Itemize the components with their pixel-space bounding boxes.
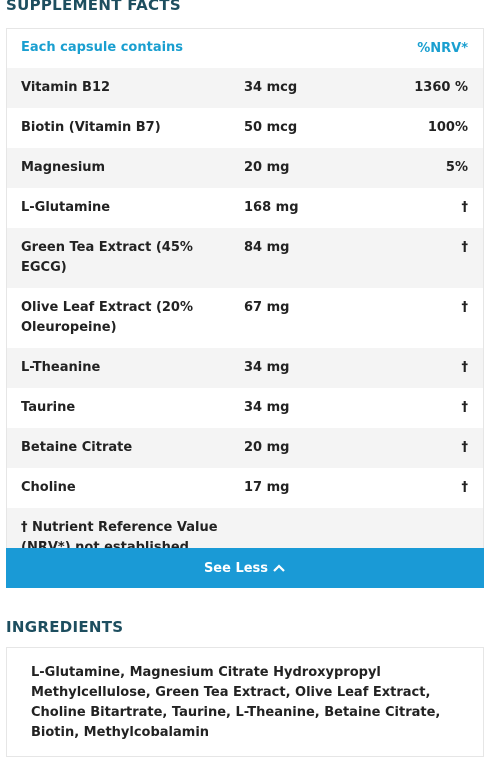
table-row: Olive Leaf Extract (20% Oleuropeine) 67 m… — [7, 288, 483, 348]
amount-cell: 20 mg — [244, 160, 290, 175]
amount-cell: 20 mg — [244, 440, 290, 455]
amount-cell: 34 mg — [244, 400, 290, 415]
table-row: L-Theanine 34 mg † — [7, 348, 483, 388]
amount-cell: 67 mg — [244, 300, 290, 315]
nrv-cell: † — [461, 440, 469, 455]
table-row: Vitamin B12 34 mcg 1360 % — [7, 68, 483, 108]
see-less-button[interactable]: See Less — [6, 548, 484, 588]
nrv-cell: 1360 % — [414, 80, 468, 95]
chevron-up-icon — [273, 564, 285, 572]
nutrient-cell: Green Tea Extract (45% EGCG) — [21, 240, 193, 275]
nutrient-cell: L-Theanine — [21, 360, 101, 375]
nutrient-cell: Olive Leaf Extract (20% Oleuropeine) — [21, 300, 194, 335]
table-row: Choline 17 mg † — [7, 468, 483, 508]
nutrient-cell: Biotin (Vitamin B7) — [21, 120, 161, 135]
nutrient-cell: Magnesium — [21, 160, 106, 175]
nrv-cell: † — [461, 240, 469, 255]
table-row: Betaine Citrate 20 mg † — [7, 428, 483, 468]
nrv-cell: 100% — [427, 120, 468, 135]
table-row: Biotin (Vitamin B7) 50 mcg 100% — [7, 108, 483, 148]
table-header: Each capsule contains %NRV* — [7, 29, 483, 68]
section-title: INGREDIENTS — [6, 618, 124, 636]
amount-cell: 34 mcg — [244, 80, 298, 95]
amount-cell: 34 mg — [244, 360, 290, 375]
amount-cell: 17 mg — [244, 480, 290, 495]
header-cell: Each capsule contains — [21, 40, 184, 55]
facts-table: Each capsule contains %NRV* Vitamin B12 3… — [6, 28, 484, 569]
ingredients-box: L-Glutamine, Magnesium Citrate Hydroxypr… — [6, 647, 484, 757]
nutrient-cell: L-Glutamine — [21, 200, 111, 215]
section-title: SUPPLEMENT FACTS — [6, 0, 181, 14]
nutrient-cell: Choline — [21, 480, 76, 495]
table-row: L-Glutamine 168 mg † — [7, 188, 483, 228]
table-row: Taurine 34 mg † — [7, 388, 483, 428]
amount-cell: 50 mcg — [244, 120, 298, 135]
header-cell: %NRV* — [417, 41, 468, 56]
button-label: See Less — [203, 560, 269, 576]
nutrient-cell: Betaine Citrate — [21, 440, 133, 455]
nrv-cell: 5% — [445, 160, 468, 175]
table-row: Green Tea Extract (45% EGCG) 84 mg † — [7, 228, 483, 288]
nrv-cell: † — [461, 300, 469, 315]
amount-cell: 84 mg — [244, 240, 290, 255]
nrv-cell: † — [461, 480, 469, 495]
amount-cell: 168 mg — [244, 200, 299, 215]
table-row: Magnesium 20 mg 5% — [7, 148, 483, 188]
nrv-cell: † — [461, 400, 469, 415]
table-body: Vitamin B12 34 mcg 1360 % Biotin (Vitamin B… — [7, 68, 483, 508]
nrv-cell: † — [461, 360, 469, 375]
ingredients-text: L-Glutamine, Magnesium Citrate Hydroxypr… — [31, 665, 441, 740]
nutrient-cell: Vitamin B12 — [21, 80, 111, 95]
nrv-cell: † — [461, 200, 469, 215]
nutrient-cell: Taurine — [21, 400, 76, 415]
